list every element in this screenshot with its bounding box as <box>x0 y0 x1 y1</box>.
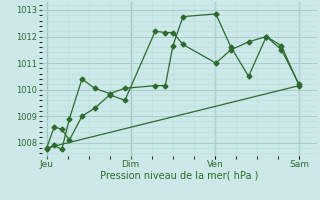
X-axis label: Pression niveau de la mer( hPa ): Pression niveau de la mer( hPa ) <box>100 171 258 181</box>
